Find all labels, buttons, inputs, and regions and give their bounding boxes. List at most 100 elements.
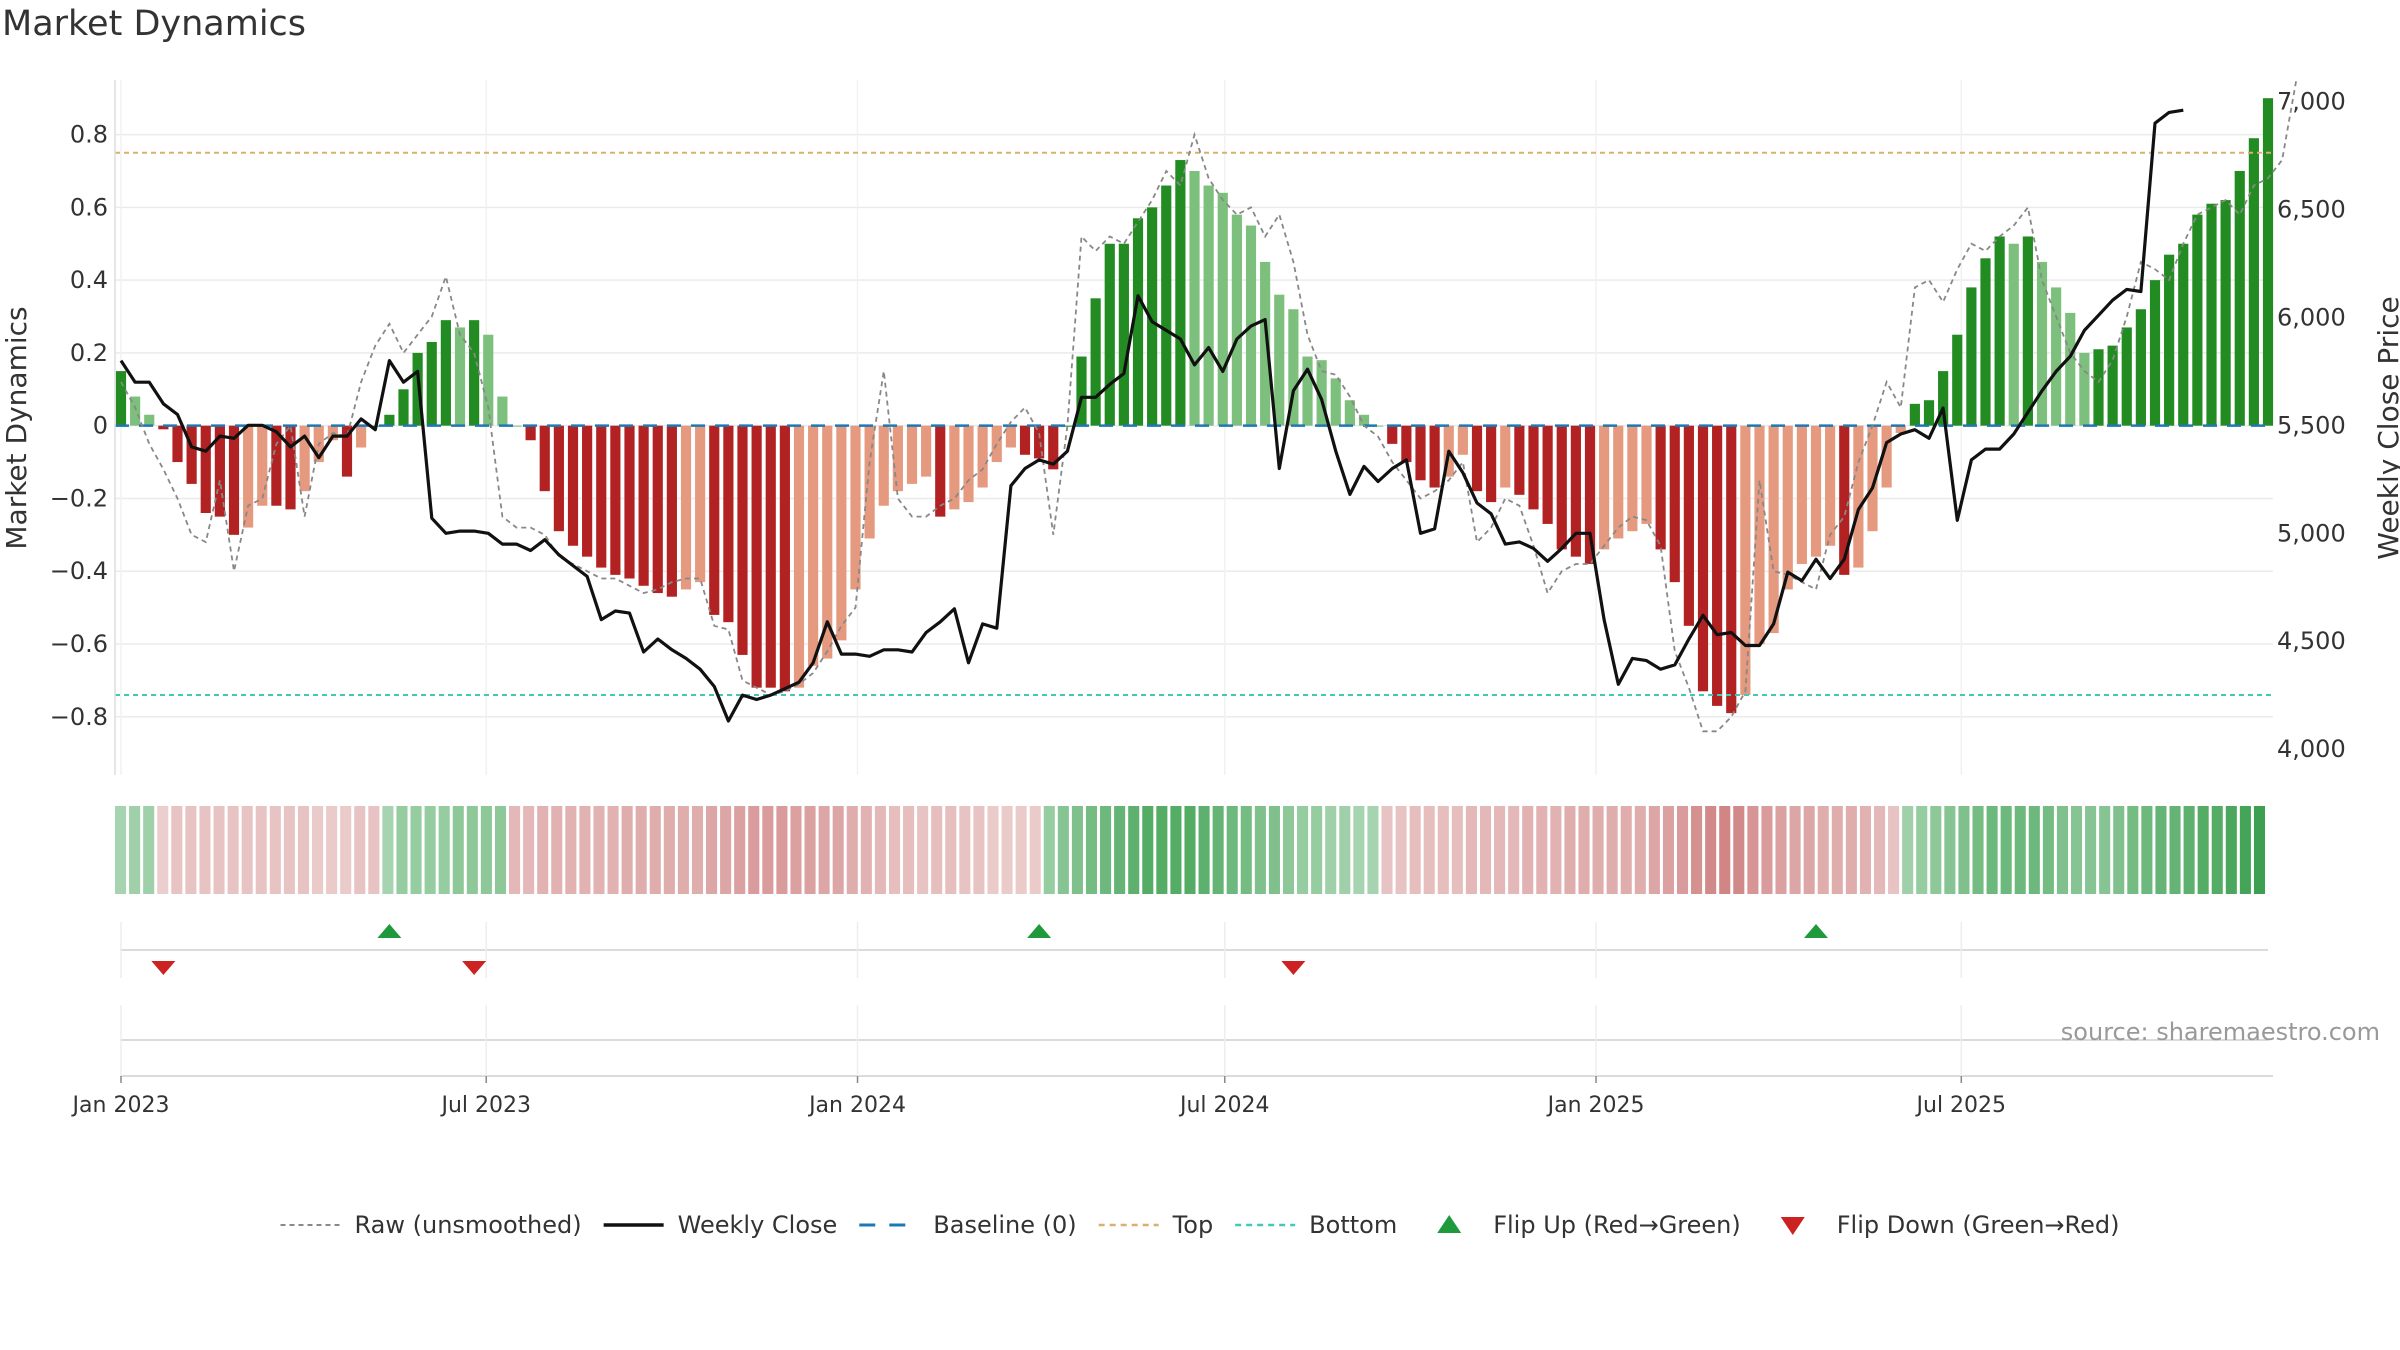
- state-strip-cell: [1465, 806, 1477, 894]
- state-strip-cell: [945, 806, 957, 894]
- dynamics-bar: [1712, 425, 1723, 706]
- dynamics-bar: [214, 425, 225, 517]
- state-strip-cell: [480, 806, 492, 894]
- dynamics-bar: [2248, 138, 2259, 426]
- dynamics-bar: [1189, 170, 1200, 426]
- state-strip-cell: [297, 806, 310, 894]
- dynamics-bar: [596, 425, 607, 568]
- left-tick-label: −0.4: [50, 557, 108, 585]
- legend-swatch: [1437, 1215, 1462, 1233]
- right-tick-label: 5,500: [2277, 411, 2346, 439]
- dynamics-bar: [2206, 203, 2217, 426]
- legend-label: Baseline (0): [933, 1211, 1076, 1239]
- state-strip-cell: [2014, 806, 2026, 894]
- state-strip-cell: [396, 806, 408, 894]
- state-strip-cell: [734, 806, 746, 894]
- dynamics-bar: [1895, 425, 1906, 433]
- state-strip-cell: [255, 806, 267, 894]
- legend: Raw (unsmoothed) Weekly Close Baseline (0)…: [280, 1211, 2120, 1239]
- state-strip-cell: [2028, 806, 2040, 894]
- state-strip-cell: [1789, 806, 1801, 894]
- legend-entry-bottom: Bottom: [1235, 1211, 1397, 1239]
- legend-entry-flip-up: Flip Up (Red→Green): [1437, 1211, 1741, 1239]
- dynamics-bar: [2234, 170, 2245, 426]
- state-strip-cell: [213, 806, 225, 894]
- dynamics-bar: [1796, 425, 1807, 564]
- state-strip-cell: [1114, 806, 1126, 894]
- flip-down-marker: [151, 961, 176, 975]
- weekly-close-line: [119, 108, 2184, 723]
- state-strip-cell: [1268, 806, 1280, 894]
- dynamics-bar: [1401, 425, 1412, 463]
- state-strip-cell: [1550, 806, 1562, 894]
- state-strip-cell: [1916, 806, 1928, 894]
- state-strip: [115, 806, 2265, 894]
- state-strip-cell: [1986, 806, 1998, 894]
- dynamics-bar: [864, 425, 875, 539]
- legend-entry-baseline: Baseline (0): [859, 1211, 1077, 1239]
- dynamics-bar: [412, 352, 423, 426]
- state-strip-cell: [1339, 806, 1351, 894]
- state-strip-cell: [621, 806, 633, 894]
- dynamics-bar: [1726, 425, 1737, 714]
- left-tick-label: 0.8: [70, 121, 108, 149]
- state-strip-cell: [1437, 806, 1449, 894]
- dynamics-bar: [1288, 309, 1299, 426]
- dynamics-bar: [1034, 425, 1045, 459]
- state-strip-cell: [1254, 806, 1266, 894]
- state-strip-cell: [579, 806, 591, 894]
- state-strip-cell: [2183, 806, 2195, 894]
- state-strip-cell: [677, 806, 689, 894]
- left-tick-label: −0.6: [50, 630, 108, 658]
- dynamics-bar: [1782, 425, 1793, 590]
- dynamics-bar: [1486, 425, 1497, 503]
- state-strip-cell: [1958, 806, 1970, 894]
- dynamics-bar: [878, 425, 889, 506]
- state-strip-cell: [1226, 806, 1238, 894]
- state-strip-cell: [663, 806, 675, 894]
- dynamics-bar: [567, 425, 579, 546]
- state-strip-cell: [1873, 806, 1886, 894]
- state-strip-cell: [860, 806, 872, 894]
- dynamics-bar: [892, 425, 903, 492]
- dynamics-bar: [2192, 214, 2203, 426]
- state-strip-cell: [1508, 806, 1520, 894]
- y-axis-label-right: Weekly Close Price: [2372, 296, 2400, 559]
- dynamics-bar: [511, 425, 522, 427]
- dynamics-bar: [1952, 334, 1963, 426]
- legend-label: Weekly Close: [678, 1211, 838, 1239]
- dynamics-bar: [1118, 243, 1129, 426]
- state-strip-cell: [157, 806, 169, 894]
- dynamics-bar: [398, 389, 409, 426]
- dynamics-bar: [1599, 425, 1610, 550]
- dynamics-bar: [991, 425, 1002, 463]
- dynamics-bar: [1669, 425, 1680, 583]
- dynamics-bar: [1019, 425, 1031, 455]
- axes: 0.8 0.6 0.4 0.2 0 −0.2 −0.4 −0.6 −0.8 7,000 6,500 6…: [0, 80, 2400, 775]
- state-strip-cell: [438, 806, 450, 894]
- dynamics-bar: [808, 425, 819, 666]
- state-strip-cell: [1747, 806, 1759, 894]
- state-strip-cell: [1761, 806, 1773, 894]
- dynamics-bar: [1373, 425, 1384, 427]
- state-strip-cell: [312, 806, 324, 894]
- state-strip-cell: [1803, 806, 1815, 894]
- dynamics-bar: [539, 425, 550, 492]
- state-strip-cell: [931, 806, 943, 894]
- legend-label: Bottom: [1309, 1211, 1397, 1239]
- dynamics-bar: [553, 425, 564, 532]
- state-strip-cell: [1676, 806, 1689, 894]
- state-strip-cell: [326, 806, 338, 894]
- dynamics-bar: [1966, 287, 1977, 426]
- state-strip-cell: [1142, 806, 1154, 894]
- dynamics-bar: [1147, 207, 1158, 426]
- dynamics-bar: [1231, 214, 1242, 426]
- state-strip-cell: [1817, 806, 1829, 894]
- dynamics-bar: [144, 414, 155, 426]
- dynamics-bar: [2135, 309, 2146, 426]
- state-strip-cell: [509, 806, 521, 894]
- dynamics-bar: [2107, 345, 2118, 426]
- dynamics-bar: [1500, 425, 1511, 488]
- state-strip-cell: [1944, 806, 1956, 894]
- dynamics-bar: [765, 425, 776, 688]
